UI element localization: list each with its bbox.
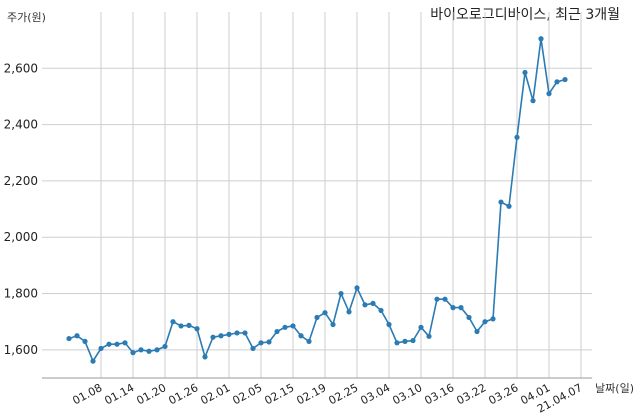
x-tick-label: 03.16 [422, 381, 456, 407]
data-point [170, 319, 176, 325]
x-tick-label: 02.25 [326, 381, 360, 407]
x-tick-label: 03.22 [454, 381, 488, 407]
data-point [410, 337, 416, 344]
data-point [266, 339, 272, 345]
y-tick-label: 2,000 [4, 230, 38, 244]
data-point [434, 296, 440, 302]
data-point [546, 91, 552, 97]
data-point [370, 300, 376, 306]
data-point [74, 333, 80, 339]
data-point [426, 333, 432, 339]
data-point [314, 314, 320, 321]
x-tick-label: 03.04 [358, 381, 392, 407]
data-point [98, 345, 104, 352]
data-point [386, 321, 392, 328]
data-point [330, 321, 336, 328]
y-tick-label: 1,600 [4, 343, 38, 357]
x-axis-label: 날짜(일) [595, 382, 634, 395]
data-point [498, 199, 504, 205]
data-point [322, 310, 328, 316]
y-tick-label: 2,400 [4, 118, 38, 132]
data-point [250, 345, 256, 352]
data-point [242, 330, 248, 336]
data-point [562, 76, 568, 83]
y-axis-label: 주가(원) [7, 11, 46, 24]
x-tick-label: 02.19 [294, 381, 328, 407]
data-point [146, 348, 152, 354]
data-point [506, 203, 512, 209]
data-point [450, 305, 456, 311]
x-tick-label: 03.10 [390, 381, 424, 407]
data-point [202, 354, 208, 360]
data-point [138, 347, 144, 353]
data-point [218, 333, 224, 339]
data-point [514, 134, 520, 140]
x-tick-label: 01.14 [102, 381, 136, 407]
y-tick-label: 1,800 [4, 287, 38, 301]
data-point [258, 340, 264, 346]
data-point [378, 307, 384, 314]
data-point [186, 322, 192, 328]
data-point [554, 79, 560, 85]
data-point [458, 305, 464, 311]
data-point [530, 98, 536, 104]
data-point [234, 330, 240, 336]
data-point [154, 347, 160, 353]
data-point [298, 333, 304, 339]
x-tick-label: 02.05 [230, 381, 264, 407]
price-line [68, 38, 566, 363]
chart-title: 바이오로그디바이스, 최근 3개월 [430, 7, 620, 23]
data-point [522, 69, 528, 76]
data-point [194, 326, 200, 332]
data-point [394, 340, 400, 346]
data-point [162, 343, 168, 350]
data-point [106, 341, 112, 347]
data-point [226, 331, 232, 337]
data-point [466, 314, 472, 321]
data-point [90, 358, 96, 364]
x-tick-label: 01.26 [166, 381, 200, 407]
data-point [66, 335, 72, 342]
data-point [362, 302, 368, 308]
data-point [282, 324, 288, 330]
data-point [274, 328, 280, 335]
data-point [210, 334, 216, 340]
x-tick-label: 01.08 [70, 381, 104, 407]
data-point [82, 338, 88, 344]
data-point [402, 338, 408, 344]
data-point [130, 350, 136, 356]
x-tick-label: 03.26 [486, 381, 520, 407]
x-tick-label: 01.20 [134, 381, 168, 407]
x-tick-label: 02.01 [198, 381, 232, 407]
x-tick-label: 02.15 [262, 381, 296, 407]
data-point [442, 296, 448, 302]
data-point [418, 324, 424, 330]
y-tick-label: 2,200 [4, 174, 38, 188]
data-point [306, 338, 312, 344]
data-point [290, 323, 296, 329]
data-point [114, 341, 120, 347]
data-point [346, 309, 352, 315]
data-point [482, 319, 488, 325]
data-point [538, 36, 544, 42]
data-point [122, 340, 128, 346]
y-tick-label: 2,600 [4, 61, 38, 75]
data-point [490, 316, 496, 322]
data-point [178, 323, 184, 329]
data-point [354, 285, 360, 291]
data-point [338, 290, 344, 297]
data-point [474, 328, 480, 335]
